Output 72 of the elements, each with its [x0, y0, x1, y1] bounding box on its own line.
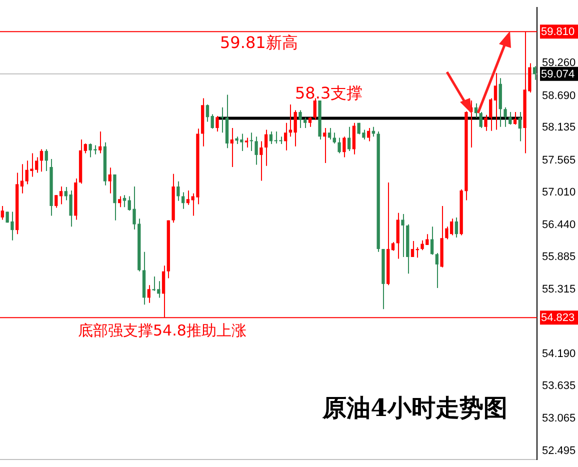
candlestick [264, 129, 268, 166]
candlestick [181, 192, 185, 210]
candlestick [254, 136, 258, 166]
candlestick [328, 128, 332, 140]
candlestick [20, 164, 24, 194]
candlestick [338, 137, 341, 154]
candlestick [59, 186, 63, 205]
y-tick-label: 58.135 [542, 122, 576, 134]
y-tick-label: 53.065 [542, 412, 576, 424]
candlestick [260, 140, 263, 182]
candlestick [250, 132, 253, 152]
y-tick-label: 59.260 [542, 57, 576, 70]
candlestick [518, 111, 522, 142]
candlestick [284, 122, 288, 151]
annotation: 58.3支撑 [295, 83, 363, 102]
candlestick [532, 66, 536, 80]
candlestick [176, 180, 180, 202]
annotation: 底部强支撑54.8推助上涨 [78, 322, 246, 340]
candlestick [308, 116, 312, 128]
candlestick [216, 115, 219, 132]
candlestick [401, 214, 404, 258]
text: 原油4小时走势图 [322, 393, 508, 422]
candlestick [210, 114, 214, 130]
candlestick [54, 194, 58, 208]
candlestick [298, 110, 302, 129]
y-tick-label: 55.885 [542, 250, 576, 263]
y-tick-label: 55.315 [542, 283, 576, 296]
candlestick [288, 104, 292, 138]
ref-line-label: 59.810 [541, 26, 575, 38]
candlestick [508, 111, 512, 126]
candlestick [366, 128, 370, 142]
candlestick [244, 137, 248, 148]
candlestick [230, 128, 234, 168]
candlestick [332, 132, 336, 144]
candlestick [489, 98, 492, 132]
candlestick [435, 252, 439, 288]
candlestick [410, 240, 414, 258]
candlestick [454, 216, 458, 238]
candlestick [84, 142, 88, 154]
candlestick [44, 148, 48, 172]
candlestick [479, 111, 482, 129]
candlestick [294, 110, 297, 147]
y-tick-label: 54.190 [542, 348, 576, 360]
y-tick-label: 56.440 [542, 218, 576, 231]
candlestick [40, 148, 44, 172]
candlestick [396, 212, 400, 260]
candlestick [206, 104, 210, 122]
candlestick [147, 284, 150, 304]
candlestick [347, 126, 351, 152]
annotation: 59.81新高 [220, 32, 298, 52]
ref-line-label: 54.823 [541, 312, 575, 324]
candlestick [122, 194, 126, 208]
ref-line-label: 59.074 [541, 68, 575, 80]
candlestick [323, 128, 326, 164]
candlestick [494, 72, 498, 130]
candlestick [342, 136, 346, 158]
candlestick [352, 122, 356, 155]
candlestick [430, 226, 434, 256]
candlestick [484, 114, 488, 132]
candlestick [220, 106, 224, 134]
y-tick-label: 52.495 [542, 445, 576, 458]
y-tick-label: 58.690 [542, 90, 576, 102]
candlestick [118, 196, 122, 208]
y-tick-label: 57.565 [542, 154, 576, 166]
candlestick [504, 106, 507, 128]
candlestick [108, 167, 112, 194]
y-tick-label: 53.635 [542, 380, 576, 392]
candlestick [0, 205, 4, 220]
candlestick [98, 130, 102, 154]
candlestick [304, 117, 307, 129]
candlestick [513, 111, 517, 126]
y-tick-label: 57.010 [542, 186, 576, 198]
